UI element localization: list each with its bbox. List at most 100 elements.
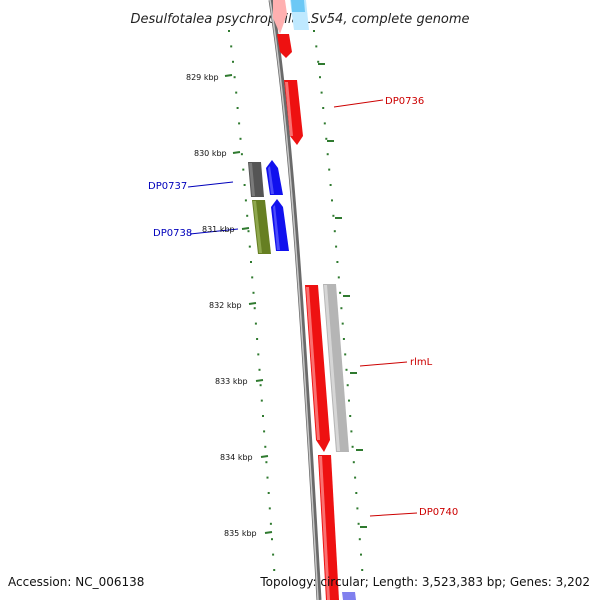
inner-tick-dot <box>246 214 249 217</box>
label-dp0736[interactable]: DP0736 <box>385 96 424 107</box>
tick-label-832: 832 kbp <box>209 301 242 310</box>
inner-tick-dot <box>258 368 261 371</box>
inner-tick-dot <box>256 338 259 340</box>
inner-tick-dot <box>243 184 246 186</box>
outer-tick-ring <box>313 30 364 571</box>
gene-dp0738[interactable] <box>252 200 271 254</box>
gene-bottom-partial[interactable] <box>342 592 356 600</box>
inner-tick-dot <box>248 245 251 248</box>
inner-tick-dot <box>257 353 260 356</box>
leader-rlml <box>359 361 408 367</box>
tick-label-831: 831 kbp <box>202 225 235 234</box>
gene-blue-lower[interactable] <box>271 199 289 251</box>
inner-tick-dot <box>254 322 257 325</box>
inner-tick-dot <box>240 153 243 156</box>
inner-tick-dot <box>244 199 247 202</box>
outer-tick-dot <box>345 368 348 371</box>
outer-major-ticks <box>318 63 367 528</box>
inner-tick-dot <box>252 291 255 294</box>
leader-dp0738 <box>189 228 239 235</box>
outer-tick-dot <box>339 291 342 294</box>
outer-tick-dot <box>352 461 355 464</box>
tick-mark-830 <box>232 151 241 154</box>
gene-red-large[interactable] <box>305 285 330 452</box>
inner-tick-dot <box>238 122 241 125</box>
outer-tick-dot <box>317 60 320 63</box>
tick-label-834: 834 kbp <box>220 453 253 462</box>
leader-dp0740 <box>369 512 418 517</box>
tick-labels: 829 kbp 830 kbp 831 kbp 832 kbp 833 kbp … <box>186 73 273 538</box>
inner-tick-dot <box>273 569 276 571</box>
outer-tick-dot <box>351 445 354 448</box>
outer-tick-dot <box>326 153 329 156</box>
tick-mark-831 <box>241 227 250 230</box>
outer-tick-dot <box>341 322 344 325</box>
outer-tick-dot <box>340 307 343 310</box>
inner-tick-dot <box>263 430 266 433</box>
inner-tick-dot <box>272 553 275 556</box>
label-dp0737[interactable]: DP0737 <box>148 181 187 192</box>
outer-tick-dot <box>349 415 352 417</box>
inner-tick-dot <box>264 445 267 448</box>
inner-tick-dot <box>236 107 239 109</box>
inner-tick-dot <box>250 261 252 263</box>
inner-tick-dot <box>262 415 264 417</box>
outer-tick-dot <box>320 91 323 94</box>
outer-tick-dot <box>356 507 359 510</box>
outer-tick-dot <box>325 137 328 140</box>
inner-tick-dot <box>239 137 242 140</box>
inner-tick-dot <box>242 168 245 171</box>
inner-tick-dot <box>266 476 269 479</box>
outer-tick-dot <box>354 476 357 479</box>
outer-tick-dot <box>323 122 326 125</box>
outer-tick-dot <box>357 522 360 525</box>
outer-tick-dot <box>319 76 321 79</box>
outer-tick-dot <box>335 245 338 248</box>
gene-dp0736[interactable] <box>284 80 303 145</box>
inner-tick-dot <box>247 230 250 233</box>
tick-mark-835 <box>264 531 273 534</box>
tick-label-830: 830 kbp <box>194 149 227 158</box>
gene-rlml[interactable] <box>323 284 349 452</box>
outer-tick-dot <box>329 184 332 186</box>
outer-tick-dot <box>350 430 353 433</box>
outer-tick-dot <box>348 399 350 402</box>
leader-dp0737 <box>187 181 234 188</box>
inner-tick-dot <box>268 507 271 510</box>
label-dp0740[interactable]: DP0740 <box>419 507 458 518</box>
inner-tick-dot <box>260 399 263 402</box>
gene-dp0737[interactable] <box>248 162 264 197</box>
inner-tick-dot <box>265 461 268 464</box>
inner-tick-dot <box>259 384 262 387</box>
genome-backbone <box>268 0 322 601</box>
topology-text: Topology: circular; Length: 3,523,383 bp… <box>259 575 590 589</box>
inner-tick-dot <box>253 307 256 310</box>
outer-tick-dot <box>346 384 349 387</box>
leader-dp0736 <box>333 99 384 108</box>
outer-tick-dot <box>361 569 364 571</box>
inner-tick-dot <box>267 492 270 494</box>
gene-dp0740[interactable] <box>318 455 339 600</box>
inner-tick-dot <box>235 91 238 94</box>
inner-tick-dot <box>271 538 273 541</box>
outer-tick-dot <box>332 214 335 217</box>
tick-mark-829 <box>224 74 233 77</box>
outer-tick-dot <box>358 538 361 541</box>
outer-tick-dot <box>360 553 362 556</box>
inner-tick-dot <box>233 76 236 79</box>
label-rlml[interactable]: rlmL <box>410 357 433 368</box>
gene-top-partial[interactable] <box>273 0 309 58</box>
inner-tick-dot <box>269 522 272 525</box>
outer-tick-dot <box>333 230 336 233</box>
label-dp0738[interactable]: DP0738 <box>153 228 192 239</box>
outer-tick-dot <box>315 45 318 48</box>
outer-tick-dot <box>342 338 345 340</box>
inner-tick-ring <box>228 30 276 571</box>
inner-tick-dot <box>230 45 233 48</box>
outer-tick-dot <box>355 492 358 494</box>
outer-tick-dot <box>336 261 339 263</box>
inner-tick-dot <box>228 30 230 32</box>
gene-blue-upper[interactable] <box>266 160 283 195</box>
